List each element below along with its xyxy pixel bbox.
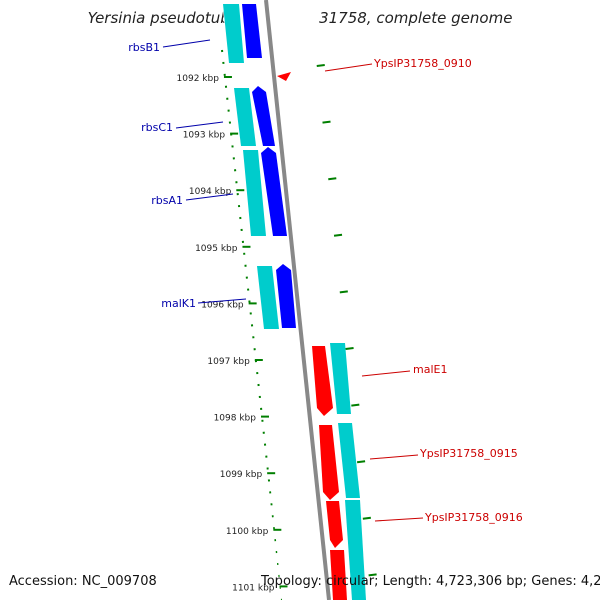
leader-rbsB1 (162, 39, 211, 48)
tick-label: 1094 kbp (189, 187, 232, 197)
cds-rbsC1[interactable] (234, 88, 256, 146)
cds-rbsB1[interactable] (223, 4, 244, 63)
tick-label: 1099 kbp (220, 470, 263, 480)
gene-rbsA1-arrow[interactable] (261, 147, 287, 236)
accession-label: Accession: NC_009708 (9, 574, 157, 589)
tick-mark-inner (345, 347, 354, 350)
tick-label: 1093 kbp (183, 131, 226, 141)
label-malE1[interactable]: malE1 (413, 363, 447, 376)
tick-label: 1101 kbp (232, 583, 275, 593)
cds-YpsIP31758_0915[interactable] (338, 423, 360, 498)
tick-label: 1092 kbp (177, 74, 220, 84)
gene-YpsIP31758_0910-arrow[interactable] (277, 72, 291, 81)
cds-YpsIP31758_0916[interactable] (345, 500, 366, 600)
tick-marks: 1092 kbp 1093 kbp 1094 kbp 1095 kbp 1096 kbp… (177, 64, 377, 593)
tick-mark-inner (339, 290, 348, 294)
label-rbsB1[interactable]: rbsB1 (128, 41, 160, 54)
label-YpsIP31758_0910[interactable]: YpsIP31758_0910 (373, 57, 472, 70)
gene-rbsC1-arrow[interactable] (252, 86, 275, 146)
genome-backbone (264, 0, 331, 600)
label-YpsIP31758_0916[interactable]: YpsIP31758_0916 (424, 511, 523, 524)
leader-YpsIP31758_0916 (374, 517, 424, 522)
leader-rbsA1 (185, 193, 234, 201)
tick-mark-inner (351, 403, 360, 407)
tick-mark-inner (316, 64, 325, 67)
tick-label: 1095 kbp (195, 244, 238, 254)
reverse-features (277, 72, 366, 600)
tick-label: 1096 kbp (201, 300, 244, 310)
cds-rbsA1[interactable] (243, 150, 266, 236)
outer-guide-left (221, 49, 283, 600)
topology-label: Topology: circular; Length: 4,723,306 bp… (261, 574, 600, 589)
tick-label: 1098 kbp (214, 414, 257, 424)
tick-label: 1100 kbp (226, 527, 269, 537)
gene-trailing-arrow[interactable] (330, 550, 347, 600)
forward-labels: rbsB1 rbsC1 rbsA1 malK1 (128, 39, 247, 310)
label-YpsIP31758_0915[interactable]: YpsIP31758_0915 (419, 447, 518, 460)
leader-malK1 (197, 298, 247, 304)
cds-malE1[interactable] (330, 343, 351, 414)
gene-malK1-arrow[interactable] (276, 264, 296, 328)
label-rbsA1[interactable]: rbsA1 (151, 194, 183, 207)
tick-mark-inner (328, 177, 337, 181)
forward-features (223, 4, 296, 329)
tick-mark-inner (333, 233, 343, 237)
leader-malE1 (361, 370, 411, 377)
gene-rbsB1-arrow[interactable] (242, 4, 262, 58)
gene-malE1-arrow[interactable] (312, 346, 333, 416)
tick-mark-inner (322, 120, 331, 124)
tick-mark-inner (368, 573, 377, 577)
label-rbsC1[interactable]: rbsC1 (141, 121, 173, 134)
label-malK1[interactable]: malK1 (161, 297, 196, 310)
cds-malK1[interactable] (257, 266, 279, 329)
leader-rbsC1 (175, 121, 224, 129)
leader-YpsIP31758_0915 (369, 454, 419, 460)
tick-mark-inner (362, 516, 371, 520)
leader-YpsIP31758_0910 (324, 63, 373, 72)
tick-label: 1097 kbp (207, 357, 250, 367)
gene-YpsIP31758_0916-arrow[interactable] (326, 501, 343, 548)
gene-YpsIP31758_0915-arrow[interactable] (319, 425, 339, 500)
tick-mark-inner (356, 460, 366, 464)
reverse-labels: YpsIP31758_0910 malE1 YpsIP31758_0915 Yp… (324, 57, 523, 524)
